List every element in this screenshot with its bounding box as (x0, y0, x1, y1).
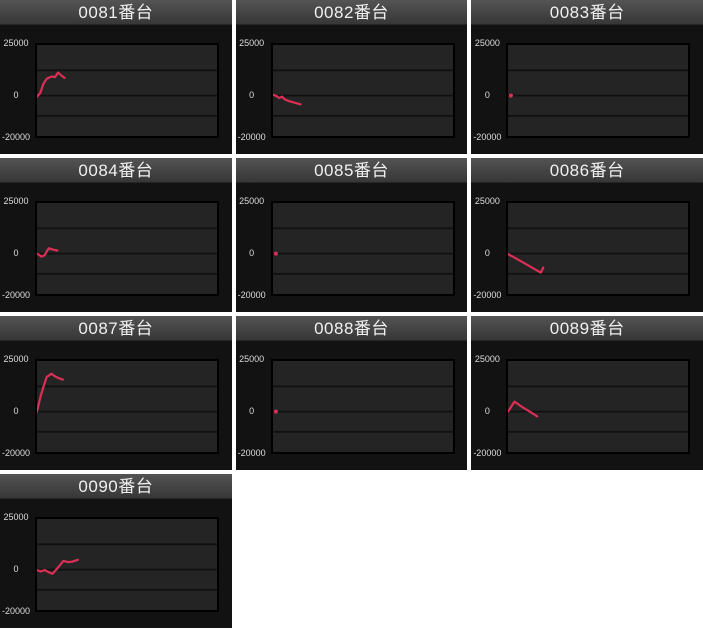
y-axis-label-zero: 0 (249, 248, 255, 258)
y-axis-label-zero: 0 (484, 248, 490, 258)
y-axis-label-max: 25000 (3, 512, 29, 522)
y-axis-label-max: 25000 (239, 38, 265, 48)
machine-panel[interactable]: 0088番台 25000 0 -20000 (235, 316, 468, 470)
data-point (273, 251, 278, 256)
y-axis-label-min: -20000 (1, 448, 31, 458)
data-point (509, 93, 514, 98)
y-axis-label-zero: 0 (13, 406, 19, 416)
plot-area (270, 201, 455, 296)
plot-area (35, 359, 219, 454)
data-line (37, 558, 80, 575)
machine-panel[interactable]: 0089番台 25000 0 -20000 (471, 316, 703, 470)
panel-title: 0081番台 (0, 0, 232, 25)
y-axis-label-max: 25000 (239, 354, 265, 364)
chart-svg (272, 69, 453, 117)
y-axis-label-zero: 0 (484, 90, 490, 100)
panel-title: 0084番台 (0, 158, 232, 183)
panel-title: 0087番台 (0, 316, 232, 341)
y-axis-label-min: -20000 (1, 606, 31, 616)
plot-area (506, 359, 691, 454)
chart-svg (272, 227, 453, 275)
chart-svg (272, 385, 453, 433)
plot-area (270, 43, 455, 138)
y-axis-label-min: -20000 (237, 448, 266, 458)
data-line (37, 71, 66, 98)
data-line (37, 372, 64, 413)
panel-title: 0082番台 (235, 0, 468, 25)
panel-title: 0089番台 (471, 316, 703, 341)
data-point (273, 409, 278, 414)
machine-panel[interactable]: 0083番台 25000 0 -20000 (471, 0, 703, 154)
y-axis-label-max: 25000 (474, 196, 500, 206)
y-axis-label-max: 25000 (474, 38, 500, 48)
y-axis-label-zero: 0 (484, 406, 490, 416)
plot-area (506, 43, 691, 138)
plot-area (35, 201, 219, 296)
machine-panel[interactable]: 0090番台 25000 0 -20000 (0, 474, 232, 628)
y-axis-label-max: 25000 (3, 196, 29, 206)
panel-title: 0085番台 (235, 158, 468, 183)
machine-panel[interactable]: 0081番台 25000 0 -20000 (0, 0, 232, 154)
data-line (272, 93, 302, 106)
y-axis-label-min: -20000 (237, 132, 266, 142)
data-line (37, 247, 59, 258)
y-axis-label-min: -20000 (1, 132, 31, 142)
chart-svg (37, 69, 217, 117)
plot-area (270, 359, 455, 454)
chart-svg (37, 372, 217, 433)
y-axis-label-max: 25000 (3, 354, 29, 364)
y-axis-label-zero: 0 (13, 564, 19, 574)
panel-title: 0086番台 (471, 158, 703, 183)
plot-area (35, 43, 219, 138)
machine-panel[interactable]: 0086番台 25000 0 -20000 (471, 158, 703, 312)
y-axis-label-zero: 0 (249, 90, 255, 100)
y-axis-label-max: 25000 (239, 196, 265, 206)
y-axis-label-max: 25000 (3, 38, 29, 48)
y-axis-label-min: -20000 (473, 132, 502, 142)
data-line (508, 400, 539, 418)
y-axis-label-min: -20000 (237, 290, 266, 300)
y-axis-label-min: -20000 (473, 448, 502, 458)
chart-svg (37, 543, 217, 591)
plot-area (35, 517, 219, 612)
y-axis-label-min: -20000 (473, 290, 502, 300)
machine-panel[interactable]: 0082番台 25000 0 -20000 (235, 0, 468, 154)
y-axis-label-zero: 0 (13, 248, 19, 258)
chart-svg (508, 227, 689, 275)
plot-area (506, 201, 691, 296)
machine-panel[interactable]: 0087番台 25000 0 -20000 (0, 316, 232, 470)
machine-panel[interactable]: 0084番台 25000 0 -20000 (0, 158, 232, 312)
y-axis-label-min: -20000 (1, 290, 31, 300)
panel-title: 0088番台 (235, 316, 468, 341)
panel-title: 0090番台 (0, 474, 232, 499)
panel-title: 0083番台 (471, 0, 703, 25)
chart-svg (508, 385, 689, 433)
machine-panel[interactable]: 0085番台 25000 0 -20000 (235, 158, 468, 312)
y-axis-label-max: 25000 (474, 354, 500, 364)
y-axis-label-zero: 0 (249, 406, 255, 416)
y-axis-label-zero: 0 (13, 90, 19, 100)
data-line (508, 252, 545, 274)
chart-svg (37, 227, 217, 275)
chart-svg (508, 69, 689, 117)
